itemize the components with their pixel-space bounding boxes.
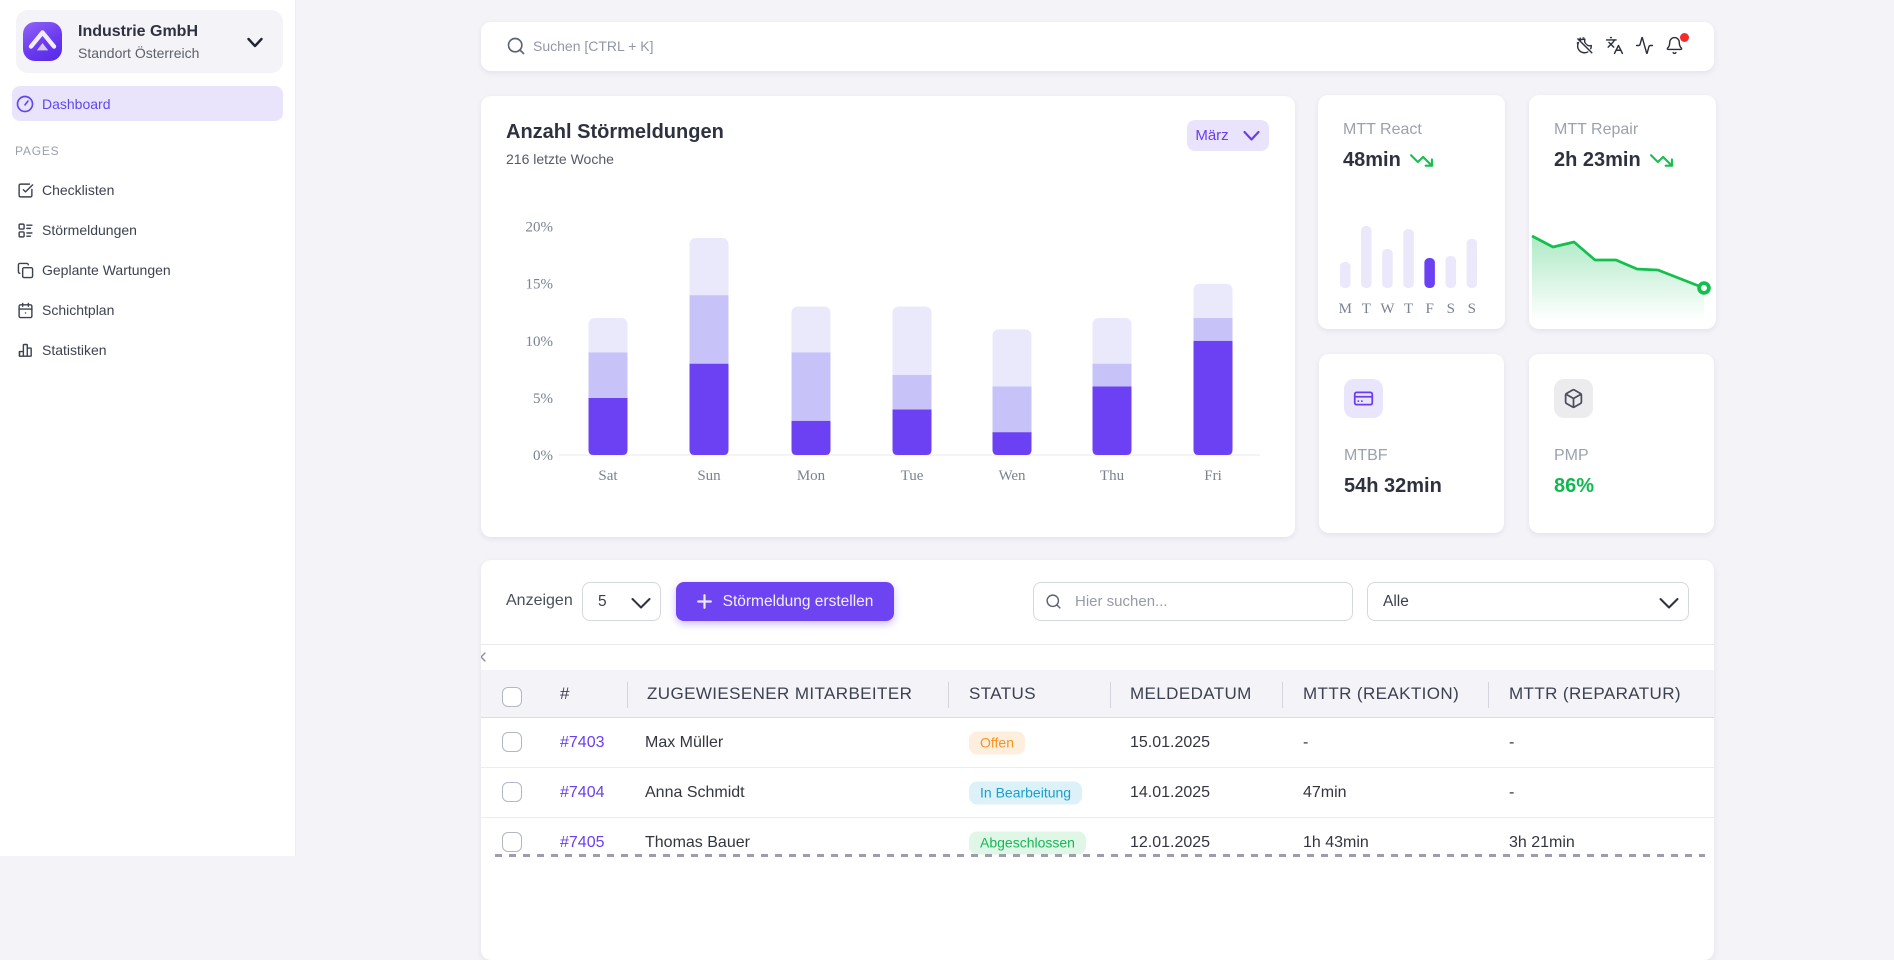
svg-text:5%: 5% — [533, 391, 553, 407]
svg-text:F: F — [1425, 301, 1433, 317]
svg-text:Fri: Fri — [1204, 468, 1222, 484]
svg-text:0%: 0% — [533, 448, 553, 464]
svg-text:Tue: Tue — [901, 468, 924, 484]
svg-text:S: S — [1468, 301, 1476, 317]
svg-text:20%: 20% — [526, 220, 554, 236]
svg-text:Sat: Sat — [598, 468, 618, 484]
svg-text:Wen: Wen — [998, 468, 1026, 484]
svg-text:M: M — [1339, 301, 1352, 317]
svg-text:T: T — [1362, 301, 1371, 317]
svg-text:Mon: Mon — [797, 468, 826, 484]
svg-text:S: S — [1447, 301, 1455, 317]
svg-text:10%: 10% — [526, 334, 554, 350]
svg-text:Sun: Sun — [697, 468, 721, 484]
svg-text:T: T — [1404, 301, 1413, 317]
svg-text:15%: 15% — [526, 277, 554, 293]
svg-text:Thu: Thu — [1100, 468, 1125, 484]
svg-text:W: W — [1380, 301, 1395, 317]
